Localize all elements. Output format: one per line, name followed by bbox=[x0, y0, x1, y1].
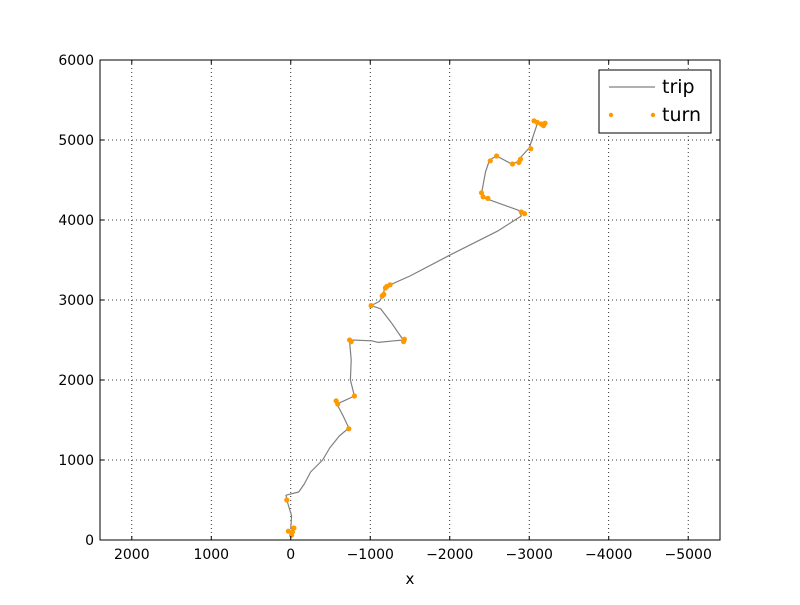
series-turn-marker bbox=[534, 119, 540, 125]
y-tick-label: 5000 bbox=[58, 133, 94, 149]
series-turn-marker bbox=[284, 497, 290, 503]
legend-turn-label: turn bbox=[662, 104, 701, 126]
series-turn-marker bbox=[517, 156, 524, 162]
series-turn-marker bbox=[347, 337, 353, 343]
x-tick-label: −4000 bbox=[585, 547, 632, 563]
series-turn-marker bbox=[346, 426, 352, 432]
x-tick-label: −5000 bbox=[665, 547, 712, 563]
x-tick-label: −1000 bbox=[347, 547, 394, 563]
x-axis-label: x bbox=[406, 570, 415, 588]
series-turn-marker bbox=[289, 529, 295, 535]
series-turn-marker bbox=[291, 525, 297, 531]
series-turn-marker bbox=[494, 153, 500, 159]
legend-turn-marker-1 bbox=[608, 112, 614, 118]
series-turn-marker bbox=[487, 158, 493, 164]
y-tick-label: 6000 bbox=[58, 53, 94, 69]
y-tick-label: 1000 bbox=[58, 453, 94, 469]
legend-turn-marker-2 bbox=[650, 112, 656, 118]
series-turn-marker bbox=[368, 303, 374, 309]
y-tick-label: 2000 bbox=[58, 373, 94, 389]
series-turn-marker bbox=[333, 398, 339, 404]
axis-ticks: 2000 1000 0 −1000 −2000 −3000 −4000 −5000 0 1000 2… bbox=[58, 53, 720, 563]
legend-box bbox=[598, 69, 712, 134]
series-turn-marker bbox=[401, 336, 407, 342]
x-tick-label: 0 bbox=[286, 547, 295, 563]
y-tick-label: 3000 bbox=[58, 293, 94, 309]
series-turn-marker bbox=[480, 194, 486, 200]
series-turn-marker bbox=[387, 282, 393, 288]
series-turn-marker bbox=[528, 146, 534, 152]
series-turn-marker bbox=[285, 528, 291, 534]
legend: trip turn bbox=[598, 69, 712, 134]
series-turn-marker bbox=[485, 195, 491, 201]
x-tick-label: −3000 bbox=[506, 547, 553, 563]
x-tick-label: −2000 bbox=[426, 547, 473, 563]
legend-trip-label: trip bbox=[662, 76, 695, 98]
x-tick-label: 2000 bbox=[114, 547, 150, 563]
y-tick-label: 0 bbox=[85, 533, 94, 549]
series-turn-marker bbox=[351, 393, 357, 399]
series-layer bbox=[284, 118, 548, 538]
y-tick-label: 4000 bbox=[58, 213, 94, 229]
series-turn-marker bbox=[478, 190, 485, 196]
series-turn-marker bbox=[509, 161, 516, 167]
series-turn-marker bbox=[540, 123, 547, 129]
series-turn-marker bbox=[381, 291, 387, 297]
x-tick-label: 1000 bbox=[193, 547, 229, 563]
series-turn-marker bbox=[521, 211, 528, 217]
